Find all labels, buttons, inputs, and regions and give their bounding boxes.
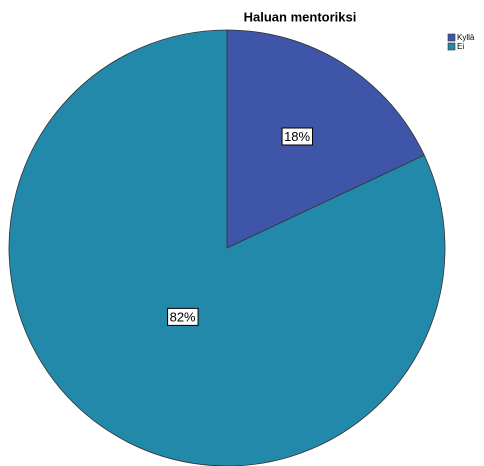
legend-label: Kyllä <box>457 33 475 42</box>
legend-swatch <box>447 42 456 51</box>
chart-title: Haluan mentoriksi <box>244 9 357 24</box>
pie-slice <box>226 29 425 249</box>
value-label-box <box>167 307 199 326</box>
value-label: 82% <box>170 309 196 324</box>
legend-label: Ei <box>457 42 464 51</box>
value-label-box <box>281 127 314 146</box>
pie-slice <box>8 29 446 466</box>
value-label: 18% <box>284 129 310 144</box>
legend-swatch <box>447 33 456 42</box>
